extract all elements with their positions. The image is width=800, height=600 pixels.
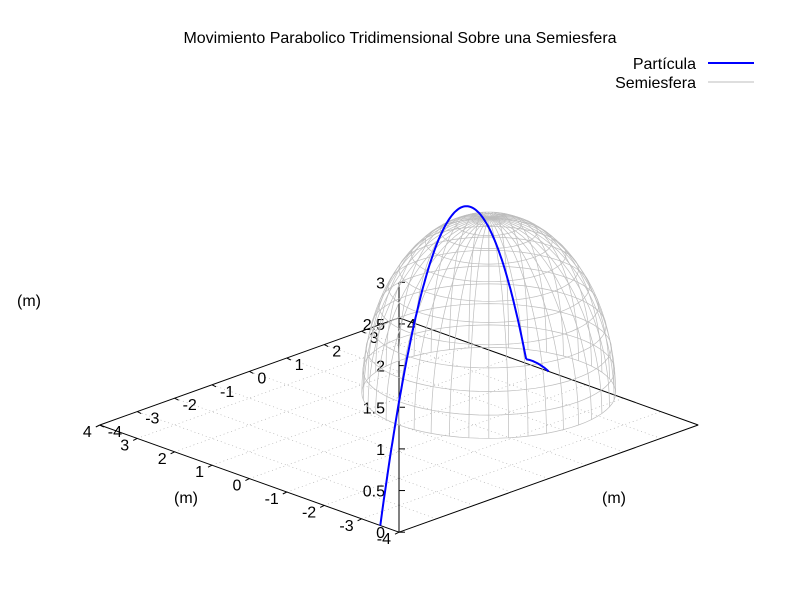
legend-label-particula: Partícula — [633, 56, 696, 73]
y-tick-mark — [286, 357, 292, 361]
x-tick-label: -1 — [265, 491, 279, 508]
x-tick-mark — [245, 478, 250, 482]
x-tick-label: 3 — [120, 437, 129, 454]
y-tick-mark — [361, 330, 366, 334]
grid-line — [361, 411, 661, 520]
y-tick-mark — [249, 370, 254, 374]
particula-series — [379, 205, 550, 526]
x-tick-mark — [319, 504, 325, 508]
particula-arc — [379, 205, 528, 526]
y-tick-label: 2 — [332, 344, 341, 361]
y-tick-label: 0 — [257, 370, 266, 387]
dome-parallel — [411, 226, 567, 283]
x-tick-mark — [132, 437, 138, 441]
dome-parallel — [371, 283, 607, 369]
particula-rebound — [525, 358, 550, 373]
grid-line — [324, 344, 624, 453]
x-tick-label: -3 — [339, 518, 353, 535]
legend-label-semiesfera: Semiesfera — [615, 75, 696, 92]
y-tick-label: 4 — [407, 317, 416, 334]
y-axis-label: (m) — [602, 490, 626, 507]
y-tick-mark — [323, 344, 329, 348]
grid-line — [211, 357, 512, 466]
dome-parallel — [378, 265, 600, 346]
chart-title: Movimiento Parabolico Tridimensional Sob… — [183, 30, 616, 47]
grid-line — [174, 397, 474, 506]
grid-line — [137, 411, 437, 520]
y-tick-mark — [99, 424, 105, 428]
grid-line — [324, 397, 624, 506]
dome-meridian — [413, 217, 489, 430]
dome-parallel — [365, 303, 612, 392]
z-tick-label: 1 — [376, 442, 385, 459]
x-tick-mark — [394, 531, 400, 535]
z-tick-label: 1.5 — [363, 400, 385, 417]
x-tick-label: 0 — [232, 478, 241, 495]
legend: Partícula Semiesfera — [615, 56, 754, 92]
dome-parallel — [387, 249, 590, 323]
grid-line — [286, 357, 587, 466]
x-tick-mark — [95, 424, 101, 428]
z-tick-label: 3 — [376, 275, 385, 292]
z-tick-label: 0.5 — [363, 484, 385, 501]
y-tick-label: 1 — [295, 357, 304, 374]
dome-parallel — [361, 347, 617, 439]
dome-meridian — [398, 214, 489, 361]
dome-parallel — [398, 236, 579, 302]
dome-meridian — [488, 217, 610, 407]
dome-parallel — [455, 211, 522, 236]
x-tick-label: 2 — [158, 451, 167, 468]
y-tick-label: -4 — [108, 424, 122, 441]
dome-meridian — [367, 217, 489, 407]
floor-border — [398, 424, 699, 533]
y-tick-label: -1 — [220, 384, 234, 401]
dome-parallel — [439, 213, 538, 249]
x-tick-mark — [282, 491, 288, 495]
y-tick-mark — [211, 384, 217, 388]
y-tick-mark — [174, 397, 179, 401]
grid-line — [249, 371, 549, 479]
y-tick-mark — [398, 317, 404, 321]
x-tick-label: -4 — [377, 531, 391, 548]
x-tick-label: 4 — [83, 424, 92, 441]
x-tick-label: 1 — [195, 464, 204, 481]
x-axis-line — [99, 424, 400, 533]
dome-parallel — [362, 324, 615, 416]
dome-parallel — [471, 213, 506, 226]
x-tick-mark — [207, 464, 213, 468]
grid-line — [211, 384, 512, 493]
x-tick-mark — [170, 451, 175, 455]
dome-meridian — [488, 214, 579, 361]
y-tick-mark — [136, 411, 142, 415]
dome-meridian — [488, 217, 564, 430]
x-tick-label: -2 — [302, 504, 316, 521]
grid-line — [174, 344, 474, 453]
x-tick-mark — [357, 518, 362, 522]
y-tick-label: -3 — [145, 411, 159, 428]
z-tick-label: 0 — [376, 525, 385, 542]
z-tick-label: 2 — [376, 359, 385, 376]
grid-line — [249, 371, 549, 479]
grid-line — [361, 330, 661, 439]
y-tick-label: 3 — [370, 330, 379, 347]
x-axis-label: (m) — [174, 490, 198, 507]
grid-line — [286, 384, 587, 493]
semiesfera-wireframe — [361, 211, 617, 439]
dome-meridian — [468, 211, 490, 348]
y-tick-label: -2 — [183, 397, 197, 414]
z-axis-label: (m) — [17, 293, 41, 310]
